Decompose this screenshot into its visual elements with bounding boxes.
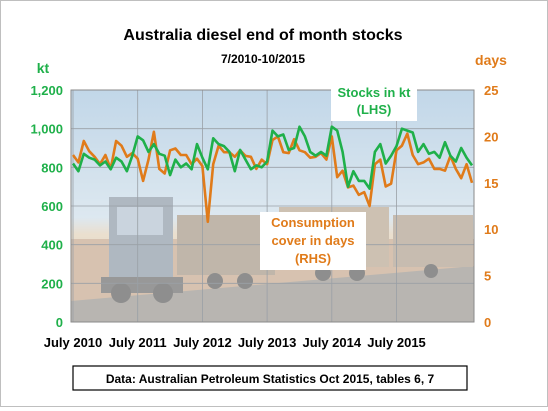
right-tick-label: 0 — [484, 315, 491, 330]
left-tick-label: 1,000 — [30, 122, 63, 137]
left-tick-label: 200 — [41, 276, 63, 291]
x-tick-label: July 2011 — [109, 335, 167, 350]
chart-title: Australia diesel end of month stocks — [123, 27, 402, 44]
stocks-series-annotation: Stocks in kt (LHS) — [331, 81, 417, 121]
stocks-annotation-line-1: Stocks in kt — [338, 85, 412, 100]
cover-annotation-line-3: (RHS) — [295, 251, 331, 266]
cover-series-annotation: Consumption cover in days (RHS) — [260, 212, 366, 270]
right-tick-label: 25 — [484, 83, 498, 98]
x-tick-label: July 2012 — [173, 335, 232, 350]
right-tick-label: 5 — [484, 269, 491, 284]
cover-annotation-line-1: Consumption — [271, 215, 355, 230]
x-tick-label: July 2013 — [238, 335, 297, 350]
left-tick-label: 800 — [41, 160, 63, 175]
chart-subtitle: 7/2010-10/2015 — [221, 52, 305, 66]
x-tick-label: July 2014 — [303, 335, 362, 350]
left-axis-unit: kt — [37, 60, 50, 76]
source-note-text: Data: Australian Petroleum Statistics Oc… — [106, 372, 435, 386]
stocks-kt-line — [71, 125, 474, 190]
right-tick-label: 15 — [484, 176, 498, 191]
x-tick-label: July 2015 — [367, 335, 426, 350]
left-tick-label: 400 — [41, 238, 63, 253]
cover-annotation-line-2: cover in days — [271, 233, 354, 248]
left-tick-label: 1,200 — [30, 83, 63, 98]
source-note: Data: Australian Petroleum Statistics Oc… — [72, 365, 468, 391]
right-tick-label: 20 — [484, 129, 498, 144]
left-tick-label: 600 — [41, 199, 63, 214]
plot-frame — [70, 89, 475, 323]
right-axis-unit: days — [475, 52, 507, 68]
axes: 0 200 400 600 800 1,000 1,200 0 5 10 15 20 25 July 20… — [30, 83, 498, 350]
right-tick-label: 10 — [484, 222, 498, 237]
series-layer — [71, 125, 474, 224]
x-tick-label: July 2010 — [44, 335, 103, 350]
stocks-annotation-line-2: (LHS) — [357, 102, 392, 117]
left-tick-label: 0 — [56, 315, 63, 330]
consumption-cover-days-line — [71, 130, 474, 224]
